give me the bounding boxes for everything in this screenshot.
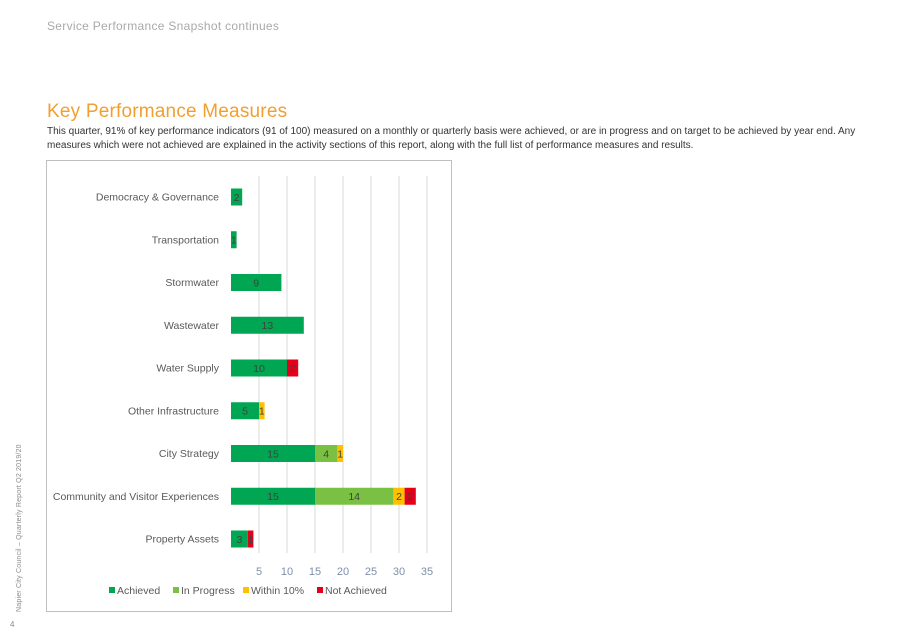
bar-segment	[231, 402, 259, 420]
category-label: City Strategy	[159, 448, 220, 460]
data-label: 4	[323, 448, 329, 460]
category-label: Wastewater	[164, 320, 220, 332]
bar-segment	[231, 530, 248, 548]
bar-segment	[404, 487, 416, 505]
category-label: Transportation	[152, 234, 219, 246]
legend-swatch	[109, 587, 115, 593]
bar-segment	[259, 402, 265, 420]
legend-label: Achieved	[117, 585, 160, 597]
bar-segment	[337, 445, 343, 462]
bar-segment	[231, 445, 315, 462]
legend-swatch	[173, 587, 179, 593]
x-tick-label: 10	[281, 566, 293, 578]
bar-segment	[393, 487, 405, 505]
kpi-stacked-bar-chart: Democracy & Governance 2 Transportation 1 St…	[53, 176, 433, 597]
legend-label: In Progress	[181, 585, 235, 597]
data-label: 10	[253, 363, 265, 375]
bar-segment	[231, 274, 282, 291]
category-label: Property Assets	[145, 534, 219, 546]
page-number: 4	[10, 620, 15, 629]
bar-segment	[231, 188, 243, 206]
legend-swatch	[243, 587, 249, 593]
x-tick-label: 20	[337, 566, 349, 578]
bar-segment	[315, 445, 338, 462]
bar-segment	[231, 487, 315, 505]
bar-segment	[231, 231, 237, 249]
bar-segment	[247, 530, 254, 548]
legend-label: Not Achieved	[325, 585, 387, 597]
x-tick-label: 35	[421, 566, 433, 578]
data-label: 14	[348, 491, 360, 503]
bar-segment	[231, 316, 304, 334]
data-label: 2	[234, 192, 240, 204]
intro-paragraph: This quarter, 91% of key performance ind…	[47, 126, 856, 151]
category-label: Other Infrastructure	[128, 405, 219, 417]
data-label: 3	[236, 534, 242, 546]
data-label: 1	[259, 406, 265, 418]
category-label: Democracy & Governance	[96, 192, 219, 204]
data-label: 15	[267, 448, 279, 460]
section-title: Key Performance Measures	[47, 101, 288, 122]
side-running-footer: Napier City Council – Quarterly Report Q…	[16, 444, 23, 612]
bar-segment	[287, 359, 299, 377]
category-label: Water Supply	[156, 363, 219, 375]
data-label: 2	[396, 491, 402, 503]
x-tick-label: 25	[365, 566, 377, 578]
x-tick-label: 5	[256, 566, 262, 578]
data-label: 2	[407, 491, 413, 503]
data-label: 1	[231, 235, 237, 247]
data-label: 1	[337, 448, 343, 460]
legend-label: Within 10%	[251, 585, 304, 597]
data-label: 5	[242, 406, 248, 418]
category-label: Stormwater	[165, 277, 219, 289]
category-label: Community and Visitor Experiences	[53, 491, 219, 503]
data-label: 2	[290, 363, 296, 375]
bar-segment	[315, 487, 394, 505]
legend-swatch	[317, 587, 323, 593]
bar-segment	[231, 359, 287, 377]
x-tick-label: 30	[393, 566, 405, 578]
data-label: 13	[262, 320, 274, 332]
kpi-chart-frame: Democracy & Governance 2 Transportation 1 St…	[46, 160, 452, 612]
x-tick-label: 15	[309, 566, 321, 578]
data-label: 9	[253, 277, 259, 289]
running-header: Service Performance Snapshot continues	[47, 19, 280, 33]
data-label: 15	[267, 491, 279, 503]
data-label: 1	[248, 534, 254, 546]
